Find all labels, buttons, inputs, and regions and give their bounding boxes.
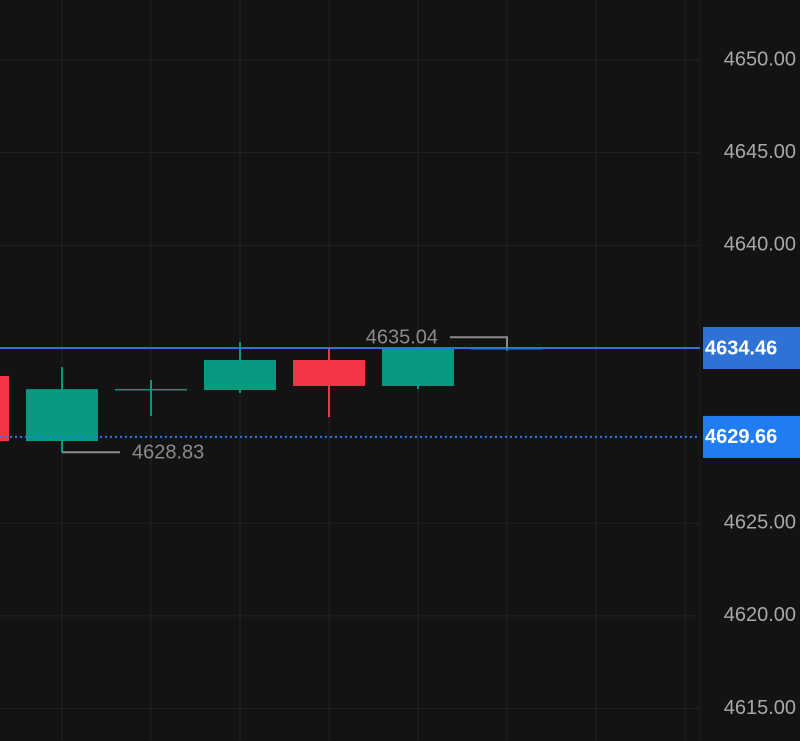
y-tick-label: 4645.00 <box>724 141 796 163</box>
price-label: 4629.66 <box>705 426 777 448</box>
candle-body <box>382 348 454 386</box>
candle-body <box>115 388 187 391</box>
price-label: 4634.46 <box>705 337 777 359</box>
y-tick-label: 4615.00 <box>724 697 796 719</box>
candle-body <box>0 375 9 442</box>
candle-body <box>204 360 276 391</box>
price-label-box <box>703 326 800 369</box>
y-tick-label: 4620.00 <box>724 604 796 626</box>
candle-body <box>26 389 98 442</box>
high-marker-line <box>450 336 508 348</box>
y-tick-label: 4650.00 <box>724 48 796 70</box>
high-marker-label: 4635.04 <box>366 327 438 349</box>
candle-body <box>293 360 365 386</box>
y-tick-label: 4625.00 <box>724 512 796 534</box>
low-marker-label: 4628.83 <box>132 442 204 464</box>
price-label-box <box>703 415 800 458</box>
y-tick-label: 4640.00 <box>724 234 796 256</box>
